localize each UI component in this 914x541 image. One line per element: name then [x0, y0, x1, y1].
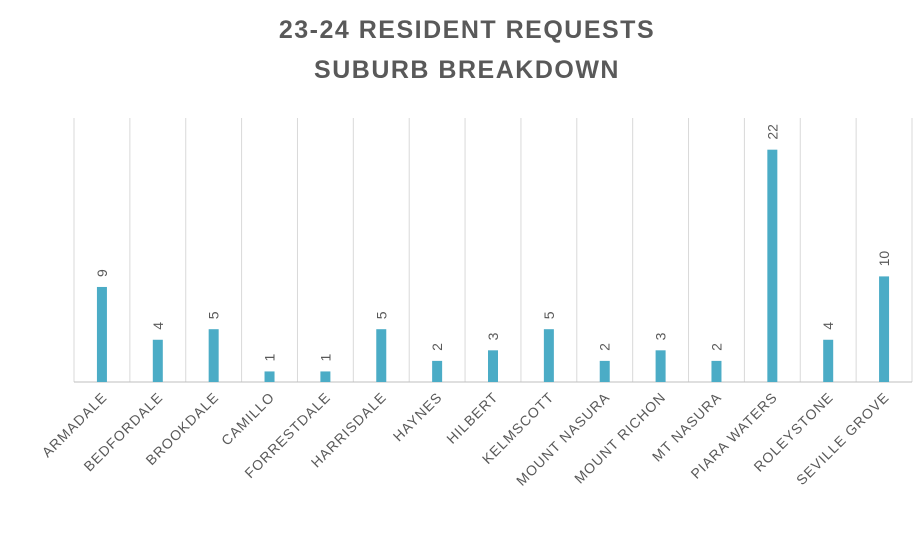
bar [711, 360, 722, 382]
data-label: 5 [541, 311, 557, 319]
data-label: 2 [597, 343, 613, 351]
bar [208, 329, 219, 382]
bar [152, 339, 163, 382]
data-label: 4 [820, 322, 836, 330]
bar [320, 371, 331, 382]
data-label: 22 [764, 124, 780, 140]
bar [376, 329, 387, 382]
data-label: 10 [876, 251, 892, 267]
bar [879, 276, 890, 382]
data-label: 5 [206, 311, 222, 319]
bar [488, 350, 498, 382]
x-tick-label: HAYNES [390, 389, 446, 445]
bar [96, 286, 107, 382]
bar [543, 329, 554, 382]
data-label: 9 [94, 269, 110, 277]
data-label: 2 [708, 343, 724, 351]
data-label: 2 [429, 343, 445, 351]
chart-title: SUBURB BREAKDOWN [314, 56, 620, 84]
data-label: 5 [373, 311, 389, 319]
x-tick-label: CAMILLO [218, 389, 278, 449]
x-tick-label: MOUNT NASURA [513, 389, 613, 489]
bar [264, 371, 275, 382]
bar [823, 339, 834, 382]
chart-title: 23-24 RESIDENT REQUESTS [279, 16, 655, 44]
bar [599, 360, 610, 382]
bar [655, 350, 666, 382]
data-label: 3 [653, 332, 669, 340]
data-label: 1 [262, 353, 278, 361]
data-label: 4 [150, 322, 166, 330]
data-label: 3 [485, 332, 501, 340]
bar [432, 360, 443, 382]
data-label: 1 [317, 353, 333, 361]
bar [767, 149, 778, 382]
x-tick-label: HILBERT [443, 389, 501, 447]
x-tick-label: SEVILLE GROVE [793, 389, 892, 488]
